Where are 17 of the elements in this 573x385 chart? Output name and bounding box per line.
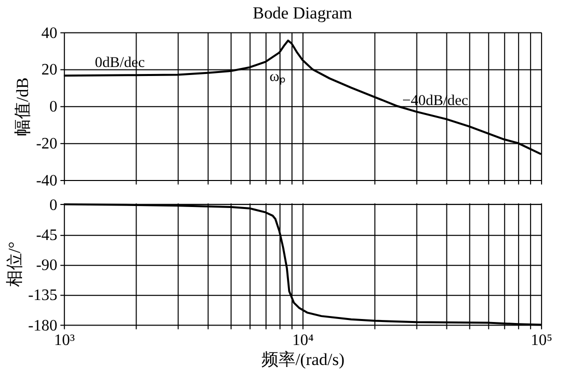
y-tick-label: 0 [49,196,58,214]
x-tick-label: 10⁵ [530,332,552,350]
y-tick-label: -45 [36,226,58,244]
y-tick-label: -90 [36,257,58,274]
x-axis-title: 频率/(rad/s) [261,350,344,370]
chart-title: Bode Diagram [252,3,352,22]
y-axis-title: 相位/° [5,242,24,288]
y-tick-label: 0 [49,98,58,116]
y-tick-label: -180 [28,317,58,334]
y-tick-label: 40 [41,24,58,42]
y-tick-label: -20 [36,136,58,153]
y-tick-label: -40 [36,172,58,190]
y-axis-title: 幅值/dB [13,77,32,136]
y-tick-label: -135 [28,287,58,304]
x-tick-label: 10³ [54,332,75,350]
y-tick-label: 20 [41,62,58,79]
x-tick-label: 10⁴ [292,332,314,350]
